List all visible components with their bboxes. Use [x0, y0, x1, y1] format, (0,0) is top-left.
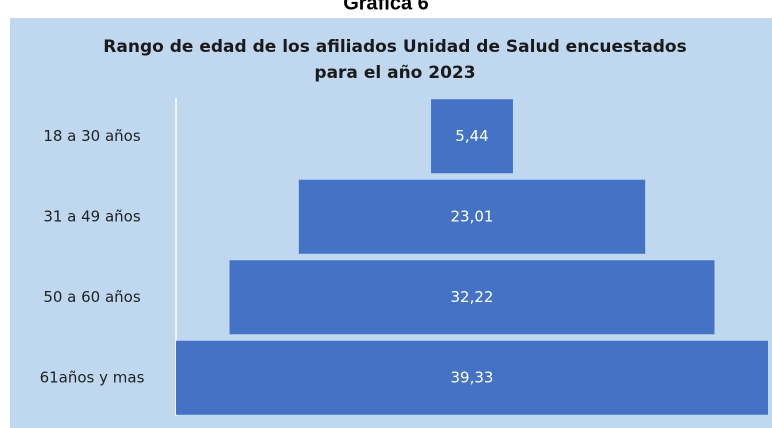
chart-title: para el año 2023 [314, 63, 475, 83]
category-label: 50 a 60 años [43, 288, 141, 306]
bar [176, 340, 768, 415]
bar [298, 179, 646, 254]
bar [431, 99, 513, 174]
data-label: 32,22 [451, 288, 494, 306]
category-label: 31 a 49 años [43, 207, 141, 225]
caption: Gráfica 6 [343, 0, 429, 14]
data-label: 39,33 [451, 368, 494, 386]
data-label: 23,01 [451, 207, 494, 225]
category-label: 61años y mas [40, 368, 145, 386]
bar [229, 260, 715, 335]
chart-title: Rango de edad de los afiliados Unidad de… [103, 37, 686, 57]
category-label: 18 a 30 años [43, 127, 141, 145]
data-label: 5,44 [455, 127, 488, 145]
